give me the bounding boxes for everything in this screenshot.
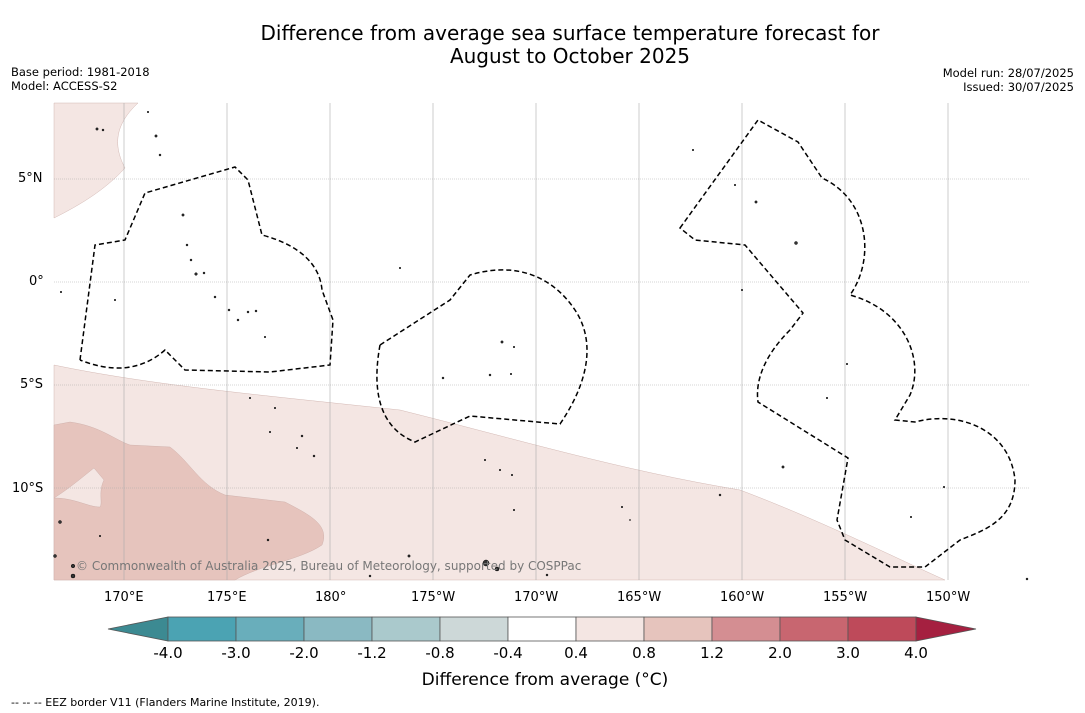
eez-border-line-islands: [678, 119, 1016, 568]
colorbar-segment: [575, 616, 645, 642]
lon-tick-label: 160°W: [720, 590, 765, 605]
colorbar-segment: [507, 616, 577, 642]
colorbar-segment: [371, 616, 441, 642]
colorbar-tick-label: -3.0: [221, 644, 251, 662]
lon-tick-label: 170°W: [514, 590, 559, 605]
colorbar: [107, 616, 977, 642]
colorbar-title: Difference from average (°C): [421, 670, 669, 690]
chart-title-line1: Difference from average sea surface temp…: [260, 21, 880, 45]
eez-border-phoenix: [376, 269, 588, 443]
anomaly-zone-light-nw: [53, 102, 139, 219]
model-run-label: Model run: 28/07/2025: [942, 66, 1074, 80]
colorbar-tick-label: -2.0: [289, 644, 319, 662]
colorbar-segment: [439, 616, 509, 642]
colorbar-segment: [235, 616, 305, 642]
colorbar-segment: [167, 616, 237, 642]
lat-tick-label: 0°: [29, 274, 44, 289]
eez-border-footnote: -- -- -- EEZ border V11 (Flanders Marine…: [11, 696, 320, 709]
chart-title: Difference from average sea surface temp…: [0, 22, 1085, 68]
colorbar-segment: [711, 616, 781, 642]
colorbar-tick-label: 0.4: [564, 644, 588, 662]
colorbar-segment: [643, 616, 713, 642]
lat-tick-label: 5°S: [20, 377, 44, 392]
base-period-label: Base period: 1981-2018: [11, 65, 150, 79]
anomaly-zone-light-island: [53, 467, 105, 508]
metadata-left: Base period: 1981-2018 Model: ACCESS-S2: [11, 65, 150, 93]
colorbar-tick-label: -4.0: [153, 644, 183, 662]
lon-tick-label: 155°W: [823, 590, 868, 605]
colorbar-tick-label: -1.2: [357, 644, 387, 662]
lon-tick-label: 175°E: [207, 590, 247, 605]
lat-tick-label: 10°S: [12, 481, 44, 496]
lon-tick-label: 170°E: [104, 590, 144, 605]
island-markers: [53, 110, 1029, 581]
lon-tick-label: 150°W: [926, 590, 971, 605]
colorbar-tick-label: 0.8: [632, 644, 656, 662]
chart-title-line2: August to October 2025: [449, 44, 691, 68]
colorbar-segment: [779, 616, 849, 642]
model-label: Model: ACCESS-S2: [11, 79, 118, 93]
colorbar-extend-high: [915, 616, 977, 642]
lon-tick-label: 175°W: [411, 590, 456, 605]
colorbar-tick-label: 1.2: [700, 644, 724, 662]
eez-border-kiribati-west: [79, 166, 334, 373]
colorbar-tick-label: 3.0: [836, 644, 860, 662]
copyright-notice: © Commonwealth of Australia 2025, Bureau…: [76, 559, 582, 573]
colorbar-tick-label: -0.8: [425, 644, 455, 662]
colorbar-segment: [847, 616, 917, 642]
anomaly-zone-medium-sw: [53, 421, 324, 581]
colorbar-tick-label: 4.0: [904, 644, 928, 662]
lon-tick-label: 165°W: [617, 590, 662, 605]
map-gridlines: [54, 103, 1030, 580]
colorbar-extend-low: [107, 616, 169, 642]
colorbar-tick-label: -0.4: [493, 644, 523, 662]
colorbar-segment: [303, 616, 373, 642]
lon-tick-label: 180°: [315, 590, 347, 605]
anomaly-fill-layer: [53, 102, 946, 581]
lat-tick-label: 5°N: [18, 171, 43, 186]
issued-label: Issued: 30/07/2025: [963, 80, 1074, 94]
metadata-right: Model run: 28/07/2025 Issued: 30/07/2025: [943, 66, 1074, 94]
colorbar-tick-label: 2.0: [768, 644, 792, 662]
eez-borders: [79, 119, 1016, 568]
